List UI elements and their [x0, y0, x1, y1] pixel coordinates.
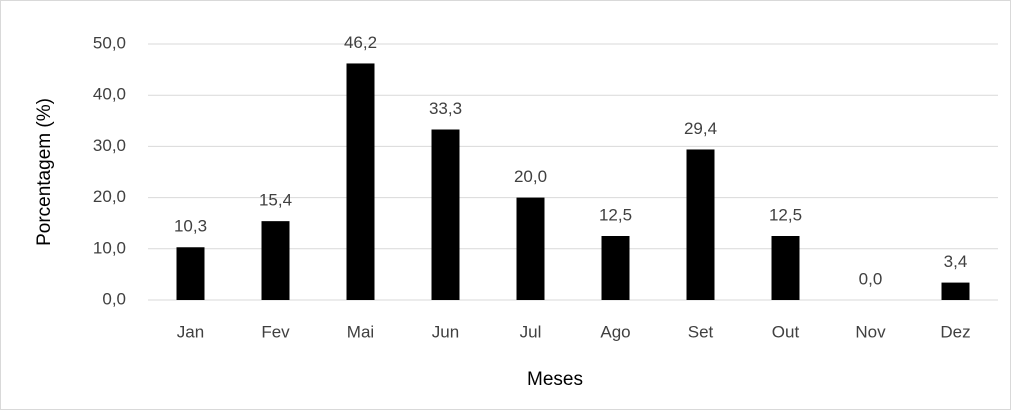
- bar: [601, 236, 630, 300]
- value-label: 12,5: [599, 205, 632, 224]
- x-tick-label: Dez: [940, 322, 970, 341]
- x-tick-label: Nov: [855, 322, 886, 341]
- bar: [346, 63, 375, 301]
- value-label: 29,4: [684, 119, 717, 138]
- y-tick-label: 0,0: [102, 289, 126, 308]
- y-tick-label: 20,0: [93, 187, 126, 206]
- x-tick-label: Set: [688, 322, 714, 341]
- x-tick-label: Jan: [177, 322, 204, 341]
- y-tick-label: 30,0: [93, 136, 126, 155]
- value-label: 10,3: [174, 217, 207, 236]
- y-tick-label: 40,0: [93, 85, 126, 104]
- bar: [771, 236, 800, 300]
- x-tick-label: Fev: [261, 322, 290, 341]
- value-label: 46,2: [344, 33, 377, 52]
- x-tick-label: Jun: [432, 322, 459, 341]
- bar: [261, 221, 290, 300]
- bar: [431, 129, 460, 300]
- value-label: 3,4: [944, 252, 968, 271]
- y-tick-label: 10,0: [93, 238, 126, 257]
- value-label: 20,0: [514, 167, 547, 186]
- x-tick-label: Ago: [600, 322, 630, 341]
- x-tick-label: Mai: [347, 322, 374, 341]
- x-axis-title: Meses: [527, 369, 583, 390]
- bar: [941, 282, 970, 300]
- bar: [176, 247, 205, 300]
- y-axis-title: Porcentagem (%): [34, 98, 55, 246]
- value-label: 0,0: [859, 269, 883, 288]
- x-tick-label: Out: [772, 322, 800, 341]
- value-label: 15,4: [259, 191, 292, 210]
- bar: [686, 149, 715, 300]
- value-label: 12,5: [769, 205, 802, 224]
- bar: [516, 197, 545, 300]
- y-tick-label: 50,0: [93, 33, 126, 52]
- value-label: 33,3: [429, 99, 462, 118]
- x-tick-label: Jul: [520, 322, 542, 341]
